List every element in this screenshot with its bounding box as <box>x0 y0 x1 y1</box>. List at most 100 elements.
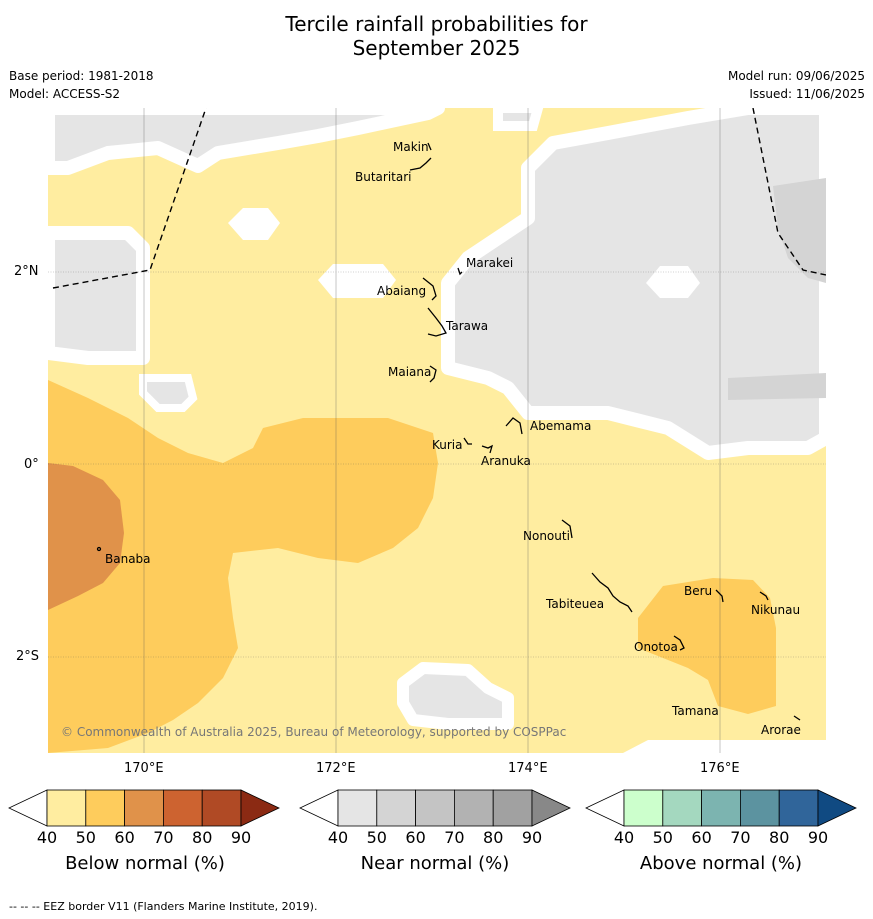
tabiteuea-outline <box>591 572 633 613</box>
colorbar-near-swatch-2 <box>415 789 455 827</box>
lon-label-172: 172°E <box>316 761 356 776</box>
colorbar-above-tick-60: 60 <box>691 828 712 847</box>
graticule <box>48 108 826 753</box>
colorbar-below-title: Below normal (%) <box>65 853 225 874</box>
near-normal-top-left <box>48 108 445 175</box>
lat-label-2n: 2°N <box>14 264 39 279</box>
tarawa-outline <box>427 307 447 337</box>
banaba-outline <box>96 546 102 552</box>
label-butaritari: Butaritari <box>355 170 412 184</box>
white-bottom-right <box>623 740 826 753</box>
colorbar-below-swatches <box>8 789 280 827</box>
colorbar-below-tick-70: 70 <box>153 828 174 847</box>
colorbar-below-swatch-0 <box>46 789 87 827</box>
beru-outline <box>715 589 724 603</box>
label-tabiteuea: Tabiteuea <box>545 597 604 611</box>
label-marakei: Marakei <box>466 256 513 270</box>
colorbar-above-tick-50: 50 <box>652 828 673 847</box>
colorbar-near-max-extend <box>531 789 571 827</box>
marakei-outline <box>457 267 463 276</box>
colorbar-above-swatch-0 <box>623 789 664 827</box>
white-blob-2 <box>318 264 396 298</box>
label-onotoa: Onotoa <box>634 640 678 654</box>
model-name: Model: ACCESS-S2 <box>9 87 121 101</box>
near-normal-left <box>48 226 150 365</box>
colorbar-near <box>299 789 571 827</box>
colorbar-near-tick-50: 50 <box>366 828 387 847</box>
lat-label-0: 0° <box>24 457 39 472</box>
label-tamana: Tamana <box>671 704 719 718</box>
colorbar-above-min-extend <box>585 789 625 827</box>
label-maiana: Maiana <box>388 365 431 379</box>
colorbar-near-swatch-4 <box>492 789 533 827</box>
onotoa-outline <box>673 635 685 651</box>
label-aranuka: Aranuka <box>481 454 531 468</box>
meta-left: Base period: 1981-2018 Model: ACCESS-S2 <box>9 67 154 103</box>
label-nonouti: Nonouti <box>523 529 570 543</box>
colorbar-below-swatch-2 <box>124 789 164 827</box>
nonouti-outline <box>561 519 573 539</box>
colorbar-near-title: Near normal (%) <box>360 853 510 874</box>
below-60-region <box>48 463 124 610</box>
colorbar-above-swatch-1 <box>662 789 703 827</box>
colorbar-near-tick-80: 80 <box>483 828 504 847</box>
kuria-outline <box>463 437 472 445</box>
butaritari-outline <box>409 157 432 171</box>
model-run: Model run: 09/06/2025 <box>727 69 865 83</box>
white-blob-3 <box>646 266 700 298</box>
colorbar-near-swatch-3 <box>453 789 494 827</box>
colorbar-above-swatch-2 <box>701 789 741 827</box>
base-period: Base period: 1981-2018 <box>9 69 154 83</box>
meta-right: Model run: 09/06/2025 Issued: 11/06/2025 <box>728 67 865 103</box>
colorbar-below-tick-80: 80 <box>192 828 213 847</box>
eez-border-east <box>752 108 826 276</box>
label-makin: Makin <box>393 140 429 154</box>
nikunau-outline <box>759 591 769 601</box>
colorbar-below <box>8 789 280 827</box>
place-labels: Makin Butaritari Marakei Abaiang Tarawa … <box>105 140 801 737</box>
label-nikunau: Nikunau <box>751 603 800 617</box>
colorbar-above-title: Above normal (%) <box>639 853 803 874</box>
copyright-notice: © Commonwealth of Australia 2025, Bureau… <box>61 725 566 739</box>
eez-footnote: -- -- -- EEZ border V11 (Flanders Marine… <box>9 900 318 913</box>
colorbar-below-swatch-4 <box>201 789 242 827</box>
colorbar-above-tick-90: 90 <box>807 828 829 847</box>
colorbar-near-tick-90: 90 <box>521 828 543 847</box>
label-abaiang: Abaiang <box>377 284 426 298</box>
colorbar-below-tick-40: 40 <box>36 828 58 847</box>
colorbar-below-swatch-3 <box>162 789 203 827</box>
below-50-region-west <box>48 380 438 753</box>
near-normal-patch-east <box>728 373 826 400</box>
colorbar-near-swatch-0 <box>337 789 378 827</box>
eez-border-west <box>52 108 207 289</box>
near-normal-region-darker <box>773 178 826 283</box>
near-normal-bottom <box>397 662 514 730</box>
near-normal-left-small <box>139 374 198 412</box>
arorae-outline <box>793 715 801 721</box>
colorbar-below-min-extend <box>8 789 48 827</box>
colorbar-above <box>585 789 857 827</box>
title-line-1: Tercile rainfall probabilities for <box>285 12 588 36</box>
label-banaba: Banaba <box>105 552 151 566</box>
colorbar-near-swatch-1 <box>376 789 417 827</box>
label-abemama: Abemama <box>530 419 591 433</box>
maiana-outline <box>429 365 437 383</box>
colorbar-below-max-extend <box>240 789 280 827</box>
colorbar-near-tick-40: 40 <box>327 828 349 847</box>
colorbar-above-tick-40: 40 <box>613 828 635 847</box>
lon-label-170: 170°E <box>124 761 164 776</box>
colorbar-above-tick-80: 80 <box>769 828 790 847</box>
white-blob-1 <box>228 208 280 240</box>
colorbar-above-tick-70: 70 <box>730 828 751 847</box>
label-beru: Beru <box>684 584 712 598</box>
label-kuria: Kuria <box>432 438 463 452</box>
title-line-2: September 2025 <box>352 36 521 60</box>
colorbar-above-swatches <box>585 789 857 827</box>
issued-date: Issued: 11/06/2025 <box>749 87 865 101</box>
aranuka-outline <box>481 444 494 454</box>
colorbar-near-tick-60: 60 <box>405 828 426 847</box>
label-arorae: Arorae <box>761 723 801 737</box>
abemama-outline <box>505 417 523 435</box>
colorbar-above-swatch-4 <box>778 789 819 827</box>
colorbar-near-min-extend <box>299 789 339 827</box>
